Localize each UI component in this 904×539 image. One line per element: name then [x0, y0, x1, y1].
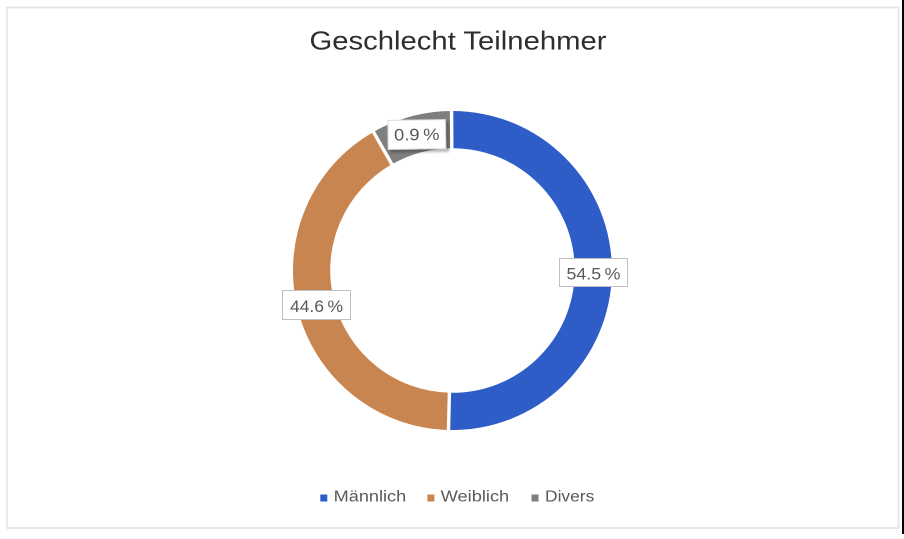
svg-text:Divers: Divers — [545, 489, 595, 506]
svg-text:Männlich: Männlich — [334, 489, 407, 506]
svg-text:54.5 %: 54.5 % — [567, 266, 621, 284]
svg-text:Weiblich: Weiblich — [441, 489, 510, 506]
svg-text:44.6 %: 44.6 % — [290, 298, 343, 316]
svg-text:Geschlecht Teilnehmer: Geschlecht Teilnehmer — [310, 26, 607, 56]
svg-text:0.9 %: 0.9 % — [394, 126, 440, 145]
